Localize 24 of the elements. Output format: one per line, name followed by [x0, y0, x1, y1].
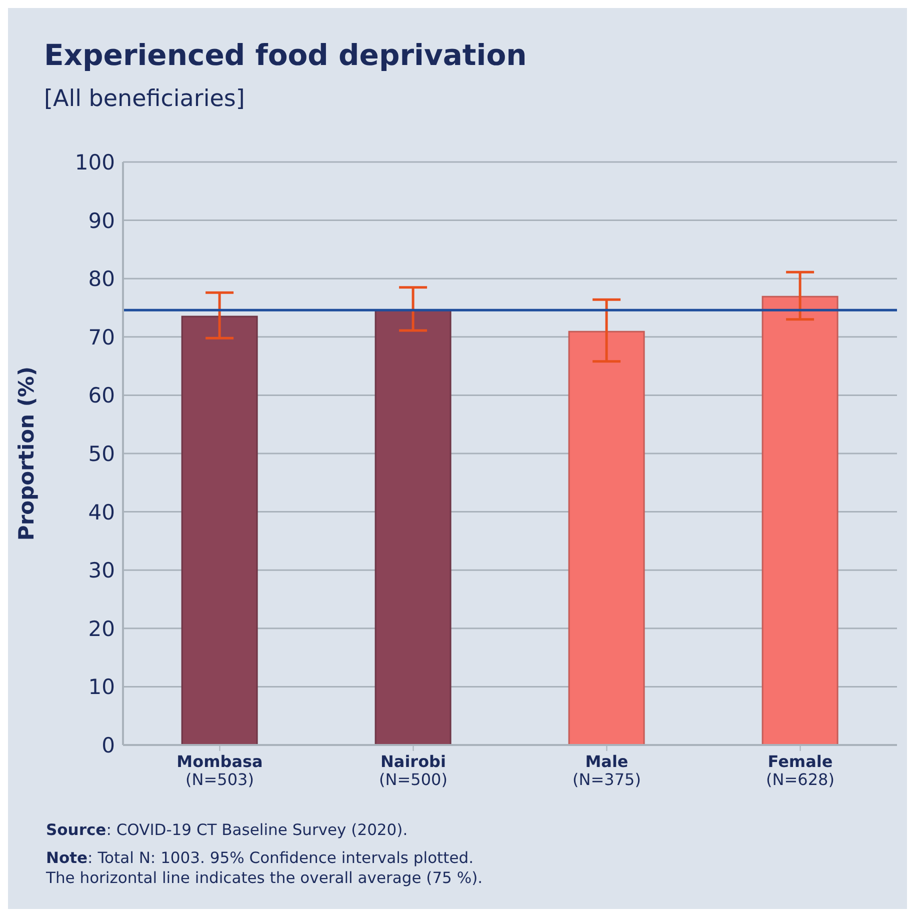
- y-tick-label: 50: [88, 442, 115, 466]
- y-tick-label: 60: [88, 384, 115, 408]
- y-tick-label: 0: [102, 733, 115, 758]
- y-tick-label: 70: [88, 325, 115, 350]
- y-tick-label: 100: [74, 150, 115, 174]
- y-tick-label: 20: [88, 616, 115, 641]
- chart-title: Experienced food deprivation: [44, 38, 527, 72]
- x-tick-label: Mombasa (N=503): [176, 752, 263, 789]
- x-tick-label: Male (N=375): [572, 752, 641, 789]
- y-tick-label: 80: [88, 267, 115, 292]
- text: Note: Total N: 1003. 95% Confidence intervals plotted. The horizontal line indicates the overall average (75 %).: [46, 848, 483, 888]
- y-tick-label: 40: [88, 500, 115, 524]
- source-note: Source: COVID-19 CT Baseline Survey (2020).: [46, 820, 409, 840]
- bar: [374, 309, 452, 745]
- y-tick-label: 90: [88, 208, 115, 233]
- chart-subtitle: [All beneficiaries]: [44, 86, 245, 112]
- bar: [181, 316, 258, 745]
- y-tick-label: 30: [88, 558, 115, 583]
- bar: [762, 296, 838, 745]
- x-tick-label: Nairobi (N=500): [379, 752, 448, 789]
- y-axis-title: Proportion (%): [14, 366, 38, 541]
- y-tick-label: 10: [88, 675, 115, 700]
- x-tick-label: Female (N=628): [766, 752, 834, 789]
- bar: [568, 330, 645, 745]
